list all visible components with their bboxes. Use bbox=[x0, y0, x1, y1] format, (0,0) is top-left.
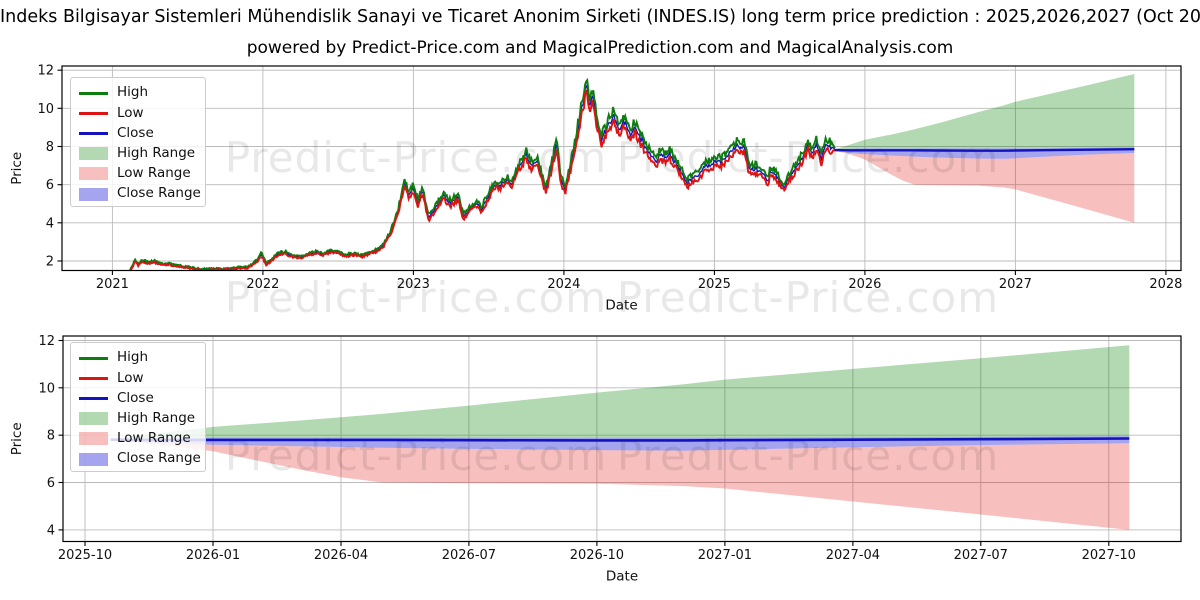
x-tick-label: 2024 bbox=[547, 277, 580, 292]
legend-item-label: High Range bbox=[117, 409, 196, 426]
low-line bbox=[129, 89, 836, 271]
x-tick-label: 2025 bbox=[698, 277, 731, 292]
legend-item-label: Close Range bbox=[117, 450, 201, 467]
legend-item-label: High bbox=[117, 349, 149, 366]
page-subtitle: powered by Predict-Price.com and Magical… bbox=[246, 38, 954, 58]
x-tick-label: 2021 bbox=[96, 277, 129, 292]
watermark-text: Predict-Price.com bbox=[225, 273, 607, 322]
legend-item-label: High Range bbox=[117, 144, 196, 161]
x-axis-label: Date bbox=[606, 569, 638, 585]
y-tick-label: 8 bbox=[47, 429, 55, 444]
legend-item-low-range: Low Range bbox=[79, 164, 205, 184]
legend-patch-sample bbox=[79, 432, 108, 446]
high-range-band bbox=[834, 74, 1135, 150]
low-range-band bbox=[110, 440, 1130, 530]
legend-item-low-range: Low Range bbox=[79, 429, 205, 449]
legend-item-close: Close bbox=[79, 388, 205, 408]
legend-item-label: Close bbox=[117, 124, 154, 141]
y-axis-label: Price bbox=[9, 422, 25, 455]
legend-line-sample bbox=[79, 91, 108, 95]
legend-item-label: Low bbox=[117, 104, 144, 121]
legend-patch-sample bbox=[79, 187, 108, 201]
forecast-close-line bbox=[110, 437, 1130, 442]
plot-border bbox=[62, 335, 1182, 543]
legend-item-label: Low bbox=[117, 369, 144, 386]
y-tick-label: 6 bbox=[47, 476, 55, 491]
legend-line-sample bbox=[79, 356, 108, 360]
legend-item-label: Low Range bbox=[117, 430, 191, 447]
top-chart-axes: 2021 2022 2023 2024 2025 2026 2027 2028 2 4 6 8 10 12… bbox=[9, 64, 1182, 314]
y-tick-label: 12 bbox=[37, 64, 54, 79]
y-tick-label: 6 bbox=[46, 178, 54, 193]
legend-line-sample bbox=[79, 111, 108, 115]
x-tick-label: 2025-10 bbox=[58, 548, 112, 563]
legend-item-label: Close bbox=[117, 389, 154, 406]
y-tick-label: 2 bbox=[46, 255, 54, 270]
legend-item-high: High bbox=[79, 83, 205, 103]
y-tick-label: 10 bbox=[38, 381, 55, 396]
watermark-layer: Predict-Price.com Predict-Price.comPredic… bbox=[225, 133, 999, 480]
x-tick-label: 2022 bbox=[246, 277, 279, 292]
watermark-text: Predict-Price.com bbox=[617, 273, 999, 322]
bottom-chart-axes: 2025-10 2026-01 2026-04 2026-07 2026-10 2027-… bbox=[9, 334, 1182, 585]
legend-item-label: Close Range bbox=[117, 185, 201, 202]
legend-patch-sample bbox=[79, 452, 108, 466]
historical-series bbox=[127, 77, 836, 271]
tick-marks bbox=[58, 339, 1110, 546]
tick-marks bbox=[57, 69, 1167, 275]
legend-item-label: Low Range bbox=[117, 165, 191, 182]
y-tick-label: 10 bbox=[37, 102, 54, 117]
x-tick-label: 2026 bbox=[848, 277, 881, 292]
legend-line-sample bbox=[79, 396, 108, 400]
legend-patch-sample bbox=[79, 412, 108, 426]
y-axis-label: Price bbox=[9, 152, 25, 185]
y-tick-label: 4 bbox=[47, 523, 55, 538]
x-tick-label: 2027-04 bbox=[826, 548, 880, 563]
legend-item-close-range: Close Range bbox=[79, 449, 205, 469]
legend-item-high-range: High Range bbox=[79, 409, 205, 429]
plot-border bbox=[61, 65, 1182, 272]
legend-item-close-range: Close Range bbox=[79, 184, 205, 204]
legend-item-low: Low bbox=[79, 368, 205, 388]
legend-item-label: High bbox=[117, 84, 149, 101]
legend-line-sample bbox=[79, 376, 108, 380]
x-tick-label: 2027 bbox=[999, 277, 1032, 292]
x-tick-label: 2026-07 bbox=[442, 548, 496, 563]
x-tick-label: 2026-10 bbox=[570, 548, 624, 563]
y-tick-label: 12 bbox=[38, 334, 55, 349]
top-chart-legend: High Low Close High Range Low Range Close Ran… bbox=[70, 77, 206, 207]
page-title: Indeks Bilgisayar Sistemleri Mühendislik… bbox=[0, 7, 1200, 27]
x-tick-label: 2027-01 bbox=[698, 548, 752, 563]
x-axis-label: Date bbox=[605, 298, 637, 314]
legend-item-high: High bbox=[79, 348, 205, 368]
watermark-text: Predict-Price.com bbox=[225, 133, 607, 182]
legend-patch-sample bbox=[79, 167, 108, 181]
high-line bbox=[127, 77, 836, 271]
x-tick-label: 2027-10 bbox=[1082, 548, 1136, 563]
legend-patch-sample bbox=[79, 147, 108, 161]
high-range-band bbox=[110, 345, 1130, 439]
y-tick-label: 8 bbox=[46, 140, 54, 155]
x-tick-label: 2028 bbox=[1149, 277, 1182, 292]
x-tick-label: 2027-07 bbox=[954, 548, 1008, 563]
forecast-close-line bbox=[834, 148, 1135, 152]
legend-line-sample bbox=[79, 131, 108, 135]
legend-item-close: Close bbox=[79, 123, 205, 143]
watermark-text: Predict-Price.com bbox=[225, 431, 607, 480]
y-tick-label: 4 bbox=[46, 216, 54, 231]
bottom-chart-legend: High Low Close High Range Low Range Close Ran… bbox=[70, 342, 206, 472]
legend-item-low: Low bbox=[79, 103, 205, 123]
tick-labels: 2025-10 2026-01 2026-04 2026-07 2026-10 2027-… bbox=[38, 334, 1136, 563]
x-tick-label: 2023 bbox=[397, 277, 430, 292]
legend-item-high-range: High Range bbox=[79, 144, 205, 164]
tick-labels: 2021 2022 2023 2024 2025 2026 2027 2028 2 4 6 8 10 12 bbox=[37, 64, 1182, 292]
low-range-band bbox=[834, 150, 1135, 223]
x-tick-label: 2026-01 bbox=[186, 548, 240, 563]
x-tick-label: 2026-04 bbox=[314, 548, 368, 563]
